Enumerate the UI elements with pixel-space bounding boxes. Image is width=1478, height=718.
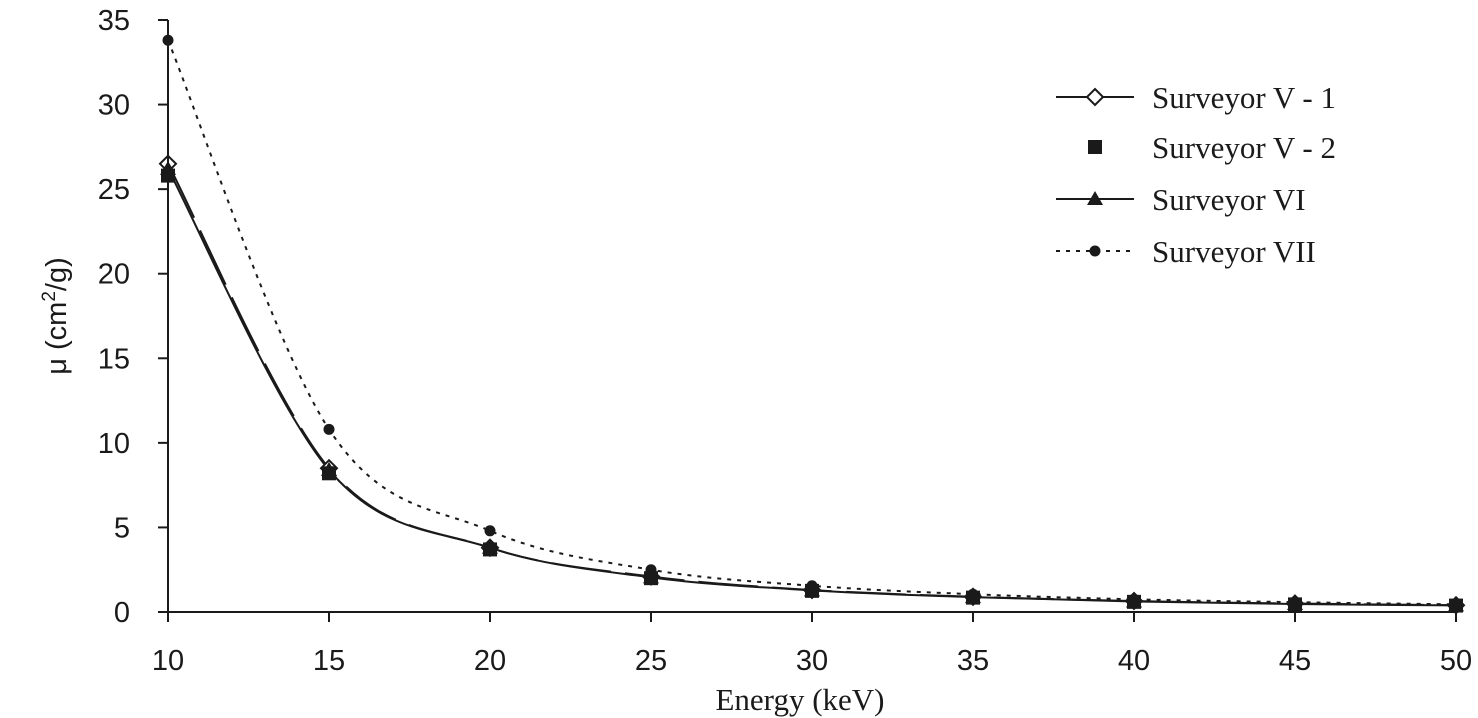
series-3-point [806,580,818,592]
x-tick-label: 20 [474,645,506,677]
x-axis-title: Energy (keV) [715,682,884,717]
y-tick-label: 5 [114,512,130,544]
y-tick-label: 10 [98,428,130,460]
y-tick-label: 20 [98,259,130,291]
y-tick-label: 30 [98,90,130,122]
x-tick-label: 25 [635,645,667,677]
x-tick-label: 50 [1440,645,1472,677]
series-line-3 [167,39,1457,606]
series-line-0 [167,163,1457,607]
legend-label: Surveyor VI [1152,182,1306,217]
x-tick-label: 40 [1118,645,1150,677]
series-2-point [482,539,498,554]
series-3-point [645,564,657,576]
y-tick-label: 0 [114,597,130,629]
legend-marker [1087,191,1103,205]
series-2-point [321,461,337,476]
y-tick-label: 15 [98,343,130,375]
series-2-point [643,569,659,584]
series-3-point [323,423,335,435]
x-tick-label: 30 [796,645,828,677]
legend-marker [1089,245,1101,257]
legend-label: Surveyor V - 2 [1152,130,1336,165]
legend-label: Surveyor VII [1152,234,1316,269]
x-tick-label: 35 [957,645,989,677]
x-tick-label: 45 [1279,645,1311,677]
legend: Surveyor V - 1 Surveyor V - 2 Surveyor VI S… [1056,80,1336,269]
series-3-point [1450,598,1462,610]
x-tick-label: 15 [313,645,345,677]
y-axis-title-sup: 2 [39,291,60,302]
series-3-point [967,588,979,600]
series-layer [158,34,1466,615]
y-axis-title: μ (cm2/g) [39,257,73,375]
series-3-point [1289,596,1301,608]
y-axis-title-prefix: μ (cm [41,302,73,375]
x-ticks: 10 15 20 25 30 35 40 45 50 [152,612,1472,677]
series-3-point [484,525,496,537]
y-tick-label: 25 [98,174,130,206]
x-tick-label: 10 [152,645,184,677]
legend-marker [1088,140,1102,154]
y-ticks: 0 5 10 15 20 25 30 35 [98,5,168,629]
y-axis-title-suffix: /g) [41,257,73,291]
legend-marker [1085,87,1105,107]
series-3-point [1128,593,1140,605]
y-tick-label: 35 [98,5,130,37]
legend-label: Surveyor V - 1 [1152,80,1336,115]
